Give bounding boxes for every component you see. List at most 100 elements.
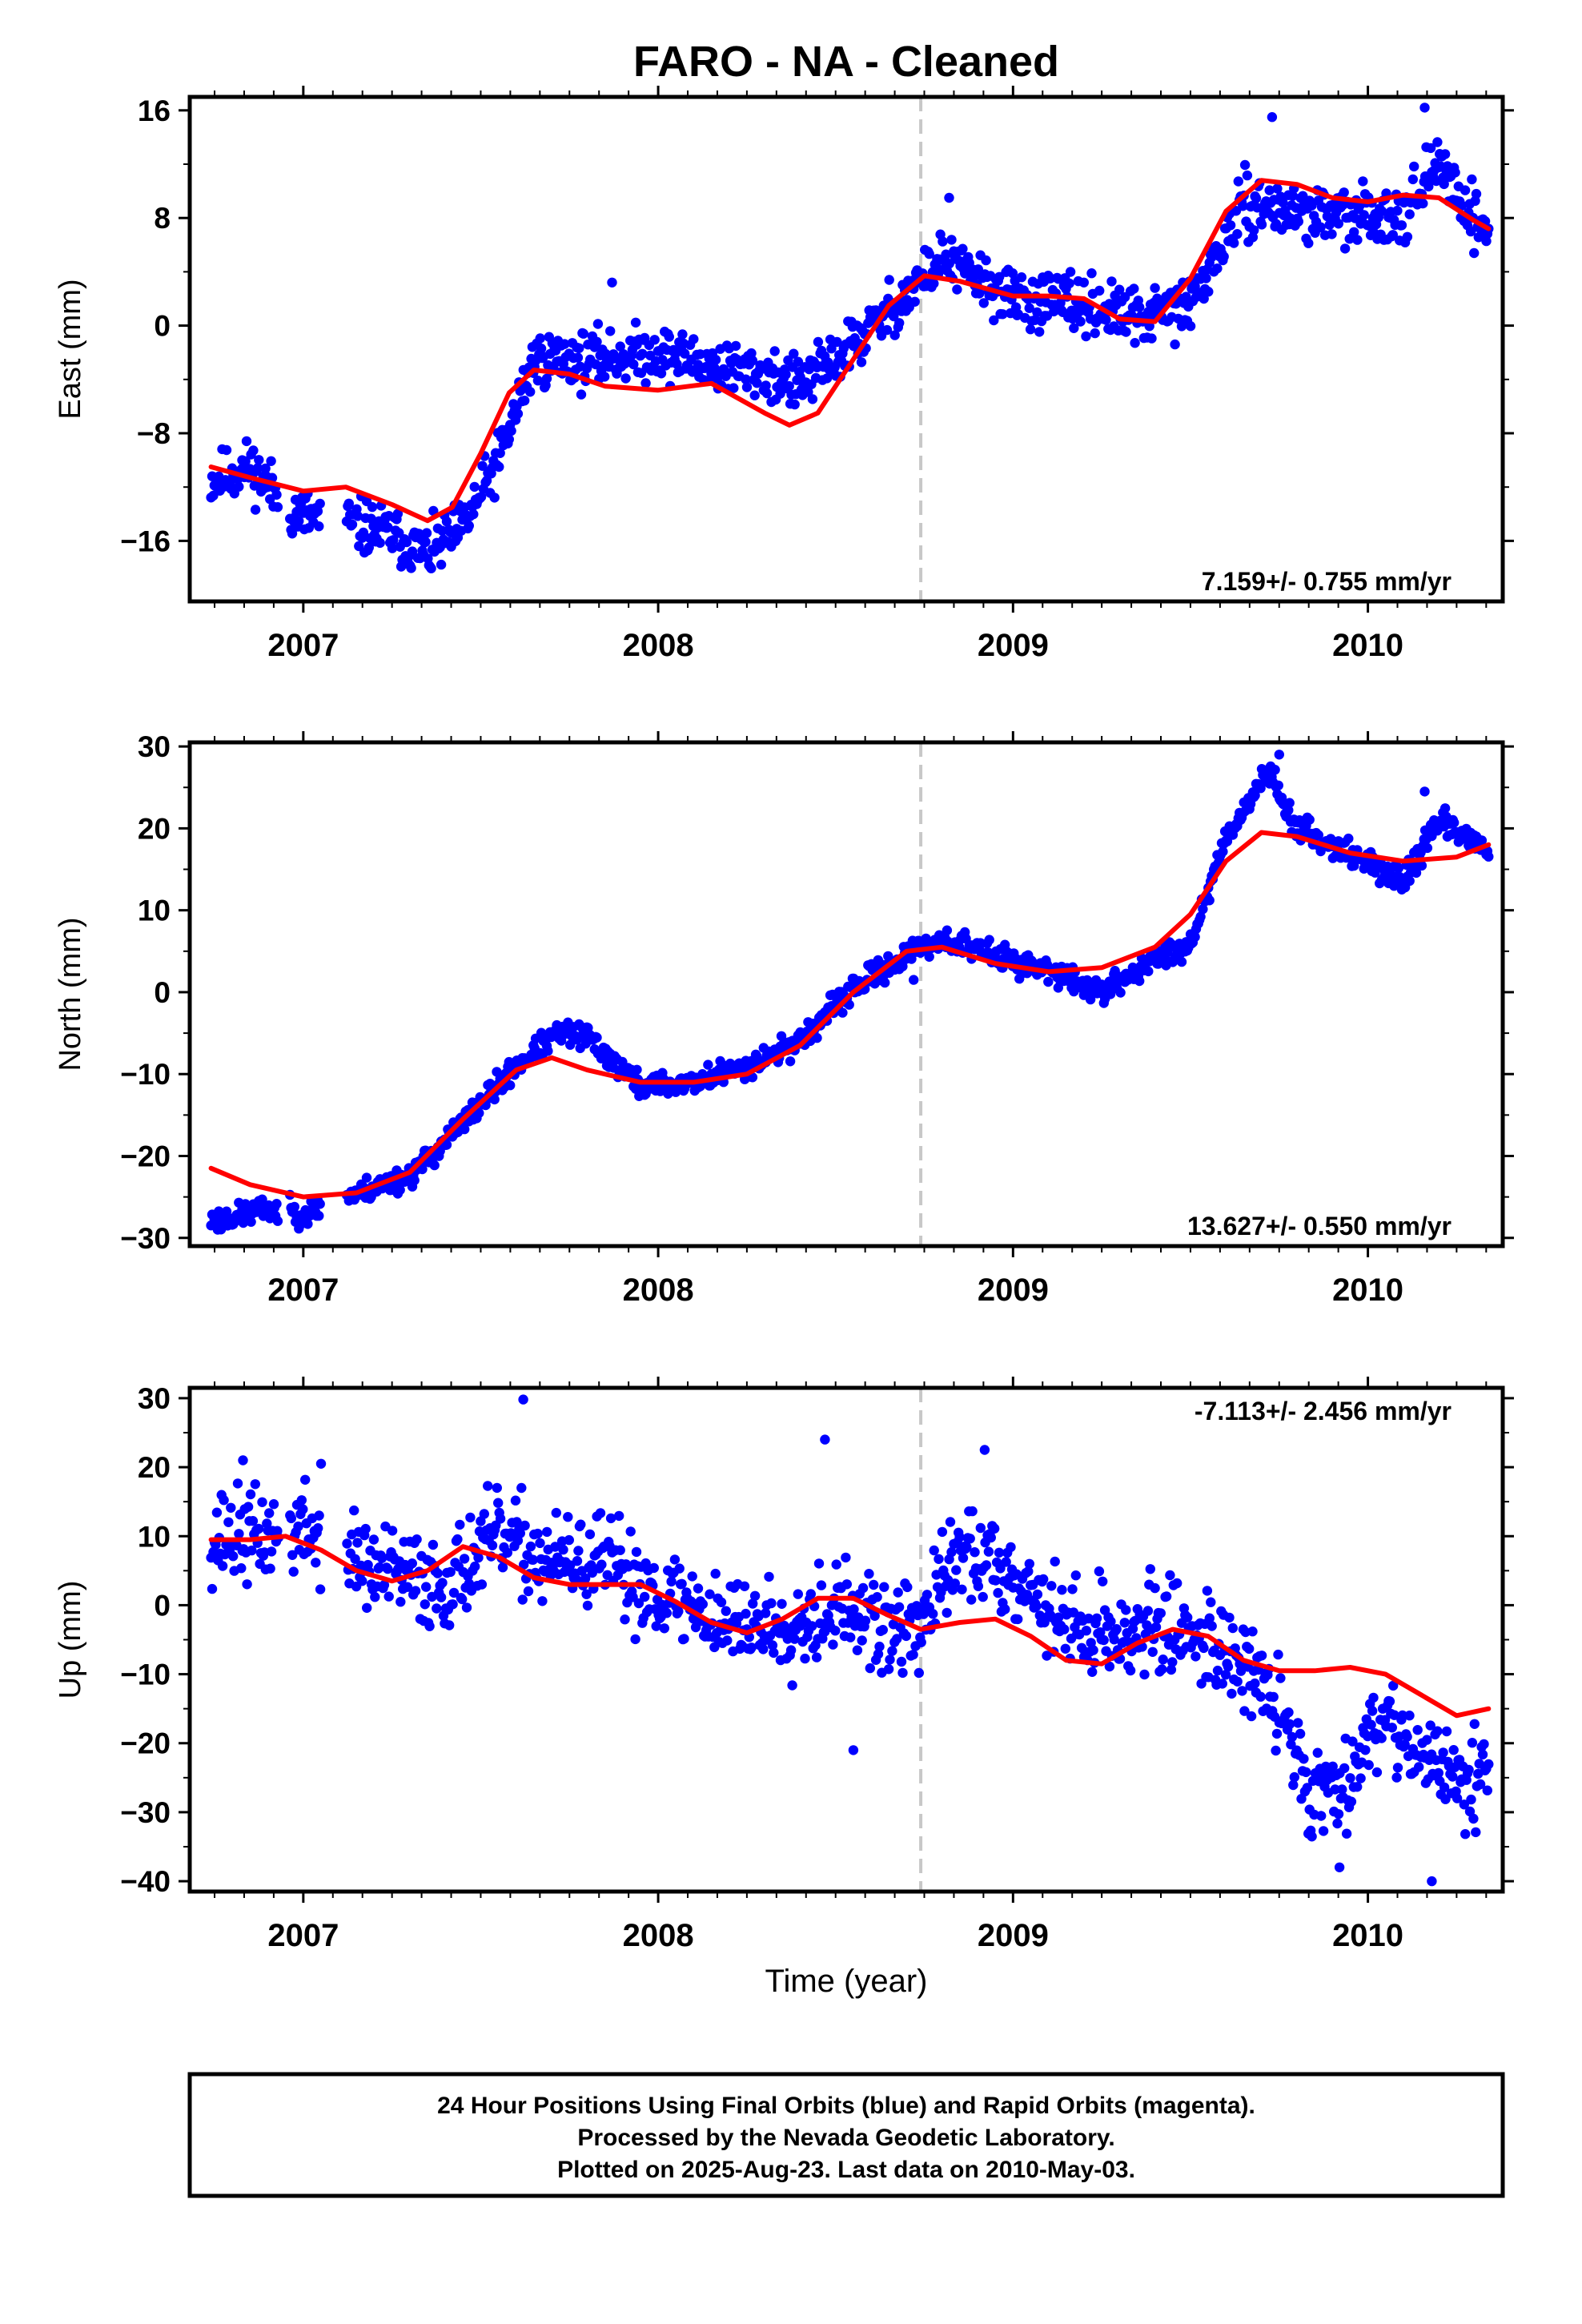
east-data-point [441,517,452,527]
up-data-point [1471,1827,1481,1838]
east-data-point [266,456,276,466]
up-data-point [1367,1706,1378,1716]
up-data-point [1001,1557,1011,1567]
east-data-point [520,396,530,406]
east-data-point [1456,200,1468,211]
east-data-point [1146,333,1157,344]
up-data-point [1391,1772,1402,1783]
up-data-point [722,1635,733,1646]
east-data-point [1407,174,1419,185]
up-data-point [1246,1711,1257,1722]
up-data-point [1316,1811,1327,1821]
up-data-point [432,1603,442,1614]
north-ytick-label: −30 [120,1222,171,1255]
up-data-point [296,1495,307,1506]
east-xtick-label: 2009 [978,628,1049,663]
up-data-point [1427,1876,1437,1887]
east-data-point [407,546,418,557]
east-data-point [1212,263,1223,274]
up-data-point [879,1582,889,1592]
up-data-point [582,1600,593,1611]
north-data-point [632,1064,642,1076]
up-data-point [1142,1606,1154,1616]
east-data-point [314,521,324,532]
up-data-point [1388,1680,1399,1691]
east-data-point [741,374,751,384]
east-data-point [241,436,252,447]
north-xtick-label: 2010 [1332,1273,1403,1308]
up-data-point [1347,1736,1358,1747]
east-data-point [572,352,584,363]
up-data-point [558,1544,568,1555]
up-xtick-label: 2007 [267,1918,339,1953]
east-data-point [592,336,602,347]
east-data-point [352,511,363,521]
up-data-point [1067,1584,1078,1594]
up-data-point [1232,1676,1243,1687]
up-data-point [1302,1783,1313,1793]
north-data-point [663,1088,673,1100]
up-data-point [860,1615,871,1626]
east-data-point [881,324,893,336]
north-data-point [785,1056,796,1067]
up-data-point [951,1565,962,1575]
east-data-point [889,330,900,340]
up-data-point [950,1578,961,1589]
up-data-point [1422,1735,1432,1745]
east-data-point [1090,328,1100,339]
up-data-point [1239,1706,1250,1716]
east-data-point [640,378,651,388]
east-data-point [489,493,500,503]
up-data-point [921,1590,933,1600]
up-data-point [908,1650,918,1660]
up-data-point [250,1479,260,1490]
east-data-point [730,340,741,352]
east-xtick-label: 2007 [267,628,339,663]
up-rate-label: -7.113+/- 2.456 mm/yr [1195,1397,1452,1425]
north-data-point [837,1007,848,1018]
north-data-point [417,1164,428,1175]
up-data-point [893,1587,903,1598]
up-data-point [869,1579,879,1590]
up-data-point [828,1639,838,1650]
east-data-point [541,373,552,384]
up-data-point [973,1581,984,1591]
north-data-point [1283,805,1294,815]
up-data-point [893,1602,905,1613]
up-data-point [1438,1747,1448,1758]
east-data-point [481,476,492,486]
east-data-point [709,363,720,374]
east-data-point [761,388,773,399]
up-data-point [315,1584,326,1594]
east-data-point [1467,174,1477,185]
up-data-point [1447,1771,1458,1782]
east-data-point [504,434,514,444]
up-data-point [1212,1665,1223,1676]
up-data-point [1227,1622,1239,1634]
up-data-point [1121,1605,1131,1615]
north-data-point [395,1184,405,1196]
east-data-point [1101,315,1111,325]
up-data-point [1024,1558,1035,1570]
east-data-point [803,387,813,397]
up-data-point [424,1621,435,1631]
up-data-point [1207,1621,1217,1631]
x-axis-label: Time (year) [765,1964,928,1999]
up-data-point [1166,1664,1177,1675]
up-data-point [421,1582,432,1592]
up-data-point [247,1516,259,1526]
up-data-point [455,1519,465,1530]
up-data-point [1469,1719,1480,1729]
up-data-point [387,1526,398,1536]
up-data-point [897,1667,908,1679]
north-data-point [505,1080,516,1091]
up-data-point [352,1538,363,1548]
up-data-point [1474,1759,1484,1769]
north-data-point [1422,842,1433,854]
east-data-point [1094,285,1105,296]
up-data-point [805,1589,816,1599]
east-xtick-label: 2010 [1332,628,1403,663]
up-data-point [502,1547,512,1558]
east-data-point [1032,307,1042,318]
east-data-point [1419,103,1430,113]
